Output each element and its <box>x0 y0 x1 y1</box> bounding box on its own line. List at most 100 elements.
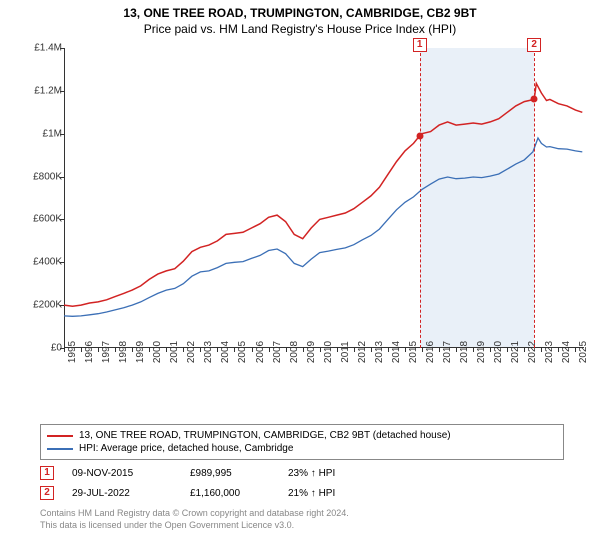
transaction-price: £989,995 <box>190 468 270 479</box>
x-tick-label: 2009 <box>306 341 317 363</box>
x-tick <box>422 348 423 352</box>
transaction-date: 09-NOV-2015 <box>72 468 172 479</box>
x-tick-label: 2015 <box>408 341 419 363</box>
y-tick-label: £400K <box>33 257 62 268</box>
x-tick <box>541 348 542 352</box>
x-tick-label: 2002 <box>186 341 197 363</box>
x-tick <box>456 348 457 352</box>
chart-area: £0£200K£400K£600K£800K£1M£1.2M£1.4M19951… <box>36 40 596 420</box>
transaction-marker-line <box>420 48 421 348</box>
attribution-line2: This data is licensed under the Open Gov… <box>40 520 564 532</box>
x-tick-label: 2014 <box>391 341 402 363</box>
y-tick <box>60 262 64 263</box>
x-tick <box>81 348 82 352</box>
legend: 13, ONE TREE ROAD, TRUMPINGTON, CAMBRIDG… <box>40 424 564 460</box>
x-tick <box>405 348 406 352</box>
x-tick <box>337 348 338 352</box>
x-tick <box>320 348 321 352</box>
transaction-delta: 21% ↑ HPI <box>288 488 335 499</box>
transaction-id-box: 2 <box>40 486 54 500</box>
chart-title: 13, ONE TREE ROAD, TRUMPINGTON, CAMBRIDG… <box>0 0 600 20</box>
y-tick <box>60 91 64 92</box>
transaction-id-box: 1 <box>40 466 54 480</box>
y-tick <box>60 134 64 135</box>
legend-label: 13, ONE TREE ROAD, TRUMPINGTON, CAMBRIDG… <box>79 430 451 441</box>
y-tick-label: £800K <box>33 171 62 182</box>
transaction-marker-box: 2 <box>527 38 541 52</box>
x-tick <box>269 348 270 352</box>
y-tick <box>60 48 64 49</box>
x-tick <box>132 348 133 352</box>
x-tick-label: 2008 <box>289 341 300 363</box>
attribution-line1: Contains HM Land Registry data © Crown c… <box>40 508 564 520</box>
x-tick-label: 1997 <box>101 341 112 363</box>
x-tick-label: 2025 <box>578 341 589 363</box>
legend-row: 13, ONE TREE ROAD, TRUMPINGTON, CAMBRIDG… <box>47 429 557 442</box>
x-tick-label: 1998 <box>118 341 129 363</box>
x-tick <box>575 348 576 352</box>
x-tick-label: 1999 <box>135 341 146 363</box>
x-tick <box>64 348 65 352</box>
legend-label: HPI: Average price, detached house, Camb… <box>79 443 293 454</box>
y-tick <box>60 177 64 178</box>
series-line-hpi <box>64 138 582 316</box>
legend-row: HPI: Average price, detached house, Camb… <box>47 442 557 455</box>
attribution: Contains HM Land Registry data © Crown c… <box>40 508 564 531</box>
y-tick-label: £1.4M <box>34 43 62 54</box>
legend-swatch <box>47 435 73 437</box>
transaction-date: 29-JUL-2022 <box>72 488 172 499</box>
x-tick <box>166 348 167 352</box>
x-tick-label: 2000 <box>152 341 163 363</box>
transaction-dot <box>531 96 538 103</box>
x-tick-label: 2001 <box>169 341 180 363</box>
x-tick-label: 2024 <box>561 341 572 363</box>
x-tick <box>286 348 287 352</box>
x-tick <box>252 348 253 352</box>
legend-swatch <box>47 448 73 450</box>
x-tick-label: 2012 <box>357 341 368 363</box>
x-tick-label: 1995 <box>67 341 78 363</box>
x-tick <box>354 348 355 352</box>
x-tick-label: 2007 <box>272 341 283 363</box>
line-layer <box>64 48 584 348</box>
x-tick-label: 2003 <box>203 341 214 363</box>
x-tick <box>234 348 235 352</box>
x-tick-label: 2005 <box>237 341 248 363</box>
x-tick <box>183 348 184 352</box>
x-tick-label: 1996 <box>84 341 95 363</box>
x-tick-label: 2017 <box>442 341 453 363</box>
x-tick <box>149 348 150 352</box>
transaction-dot <box>416 132 423 139</box>
chart-subtitle: Price paid vs. HM Land Registry's House … <box>0 20 600 40</box>
x-tick <box>558 348 559 352</box>
transaction-delta: 23% ↑ HPI <box>288 468 335 479</box>
x-tick-label: 2023 <box>544 341 555 363</box>
x-tick <box>200 348 201 352</box>
y-tick <box>60 219 64 220</box>
x-tick-label: 2020 <box>493 341 504 363</box>
x-tick <box>473 348 474 352</box>
transaction-row: 2 29-JUL-2022 £1,160,000 21% ↑ HPI <box>40 486 564 500</box>
y-tick <box>60 305 64 306</box>
x-tick-label: 2011 <box>340 341 351 363</box>
x-tick <box>371 348 372 352</box>
x-tick <box>388 348 389 352</box>
x-tick-label: 2019 <box>476 341 487 363</box>
x-tick-label: 2022 <box>527 341 538 363</box>
x-tick <box>98 348 99 352</box>
transaction-row: 1 09-NOV-2015 £989,995 23% ↑ HPI <box>40 466 564 480</box>
x-tick <box>507 348 508 352</box>
transaction-marker-box: 1 <box>413 38 427 52</box>
transaction-price: £1,160,000 <box>190 488 270 499</box>
x-tick <box>303 348 304 352</box>
x-tick-label: 2010 <box>323 341 334 363</box>
x-tick-label: 2021 <box>510 341 521 363</box>
x-tick-label: 2016 <box>425 341 436 363</box>
y-tick-label: £600K <box>33 214 62 225</box>
x-tick-label: 2006 <box>255 341 266 363</box>
x-tick <box>115 348 116 352</box>
y-tick-label: £1.2M <box>34 85 62 96</box>
x-tick-label: 2013 <box>374 341 385 363</box>
transaction-marker-line <box>534 48 535 348</box>
series-line-price_paid <box>64 83 582 306</box>
